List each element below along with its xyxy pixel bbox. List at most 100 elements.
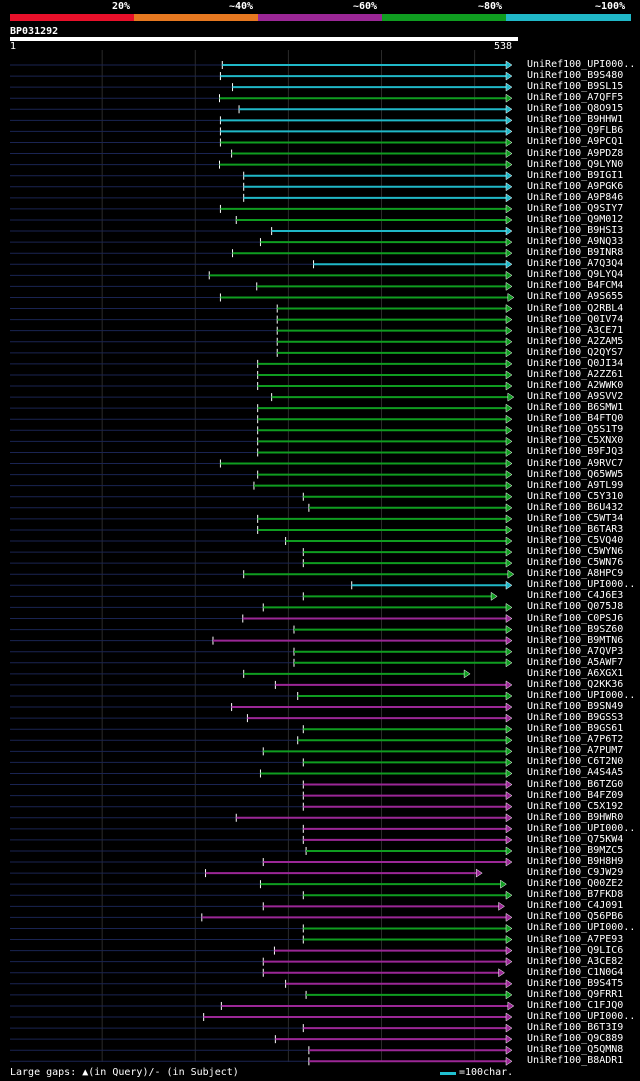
hit-label[interactable]: UniRef100_C5X192 <box>527 800 624 812</box>
hit-label[interactable]: UniRef100_B9HSI3 <box>527 225 624 237</box>
hit-label[interactable]: UniRef100_A9PCQ1 <box>527 136 624 148</box>
hit-label[interactable]: UniRef100_UPI000.. <box>527 1011 636 1023</box>
hit-end-arrow <box>505 536 513 546</box>
hit-label[interactable]: UniRef100_A2ZZ61 <box>527 368 624 380</box>
hit-label[interactable]: UniRef100_C6T2N0 <box>527 756 624 768</box>
hit-label[interactable]: UniRef100_B9IGI1 <box>527 169 624 181</box>
hit-label[interactable]: UniRef100_Q9LYQ4 <box>527 269 624 281</box>
hit-label[interactable]: UniRef100_C5WN76 <box>527 557 624 569</box>
hit-label[interactable]: UniRef100_Q075J8 <box>527 601 624 613</box>
hit-label[interactable]: UniRef100_C5VQ40 <box>527 535 624 546</box>
hit-label[interactable]: UniRef100_Q9FLB6 <box>527 125 624 137</box>
hit-label[interactable]: UniRef100_A9SVV2 <box>527 391 624 403</box>
hit-label[interactable]: UniRef100_B9HWR0 <box>527 811 624 823</box>
hit-label[interactable]: UniRef100_A9TL99 <box>527 479 624 491</box>
hit-label[interactable]: UniRef100_A9RVC7 <box>527 457 624 469</box>
hit-end-arrow <box>505 82 513 92</box>
hit-label[interactable]: UniRef100_A7Q3Q4 <box>527 258 624 270</box>
hit-label[interactable]: UniRef100_A6XGX1 <box>527 667 624 679</box>
hit-label[interactable]: UniRef100_C5WT34 <box>527 512 624 524</box>
hit-label[interactable]: UniRef100_A9PDZ8 <box>527 147 624 159</box>
hit-label[interactable]: UniRef100_B6U432 <box>527 501 624 513</box>
hit-label[interactable]: UniRef100_A4S4A5 <box>527 767 624 779</box>
hit-label[interactable]: UniRef100_B6SMW1 <box>527 402 624 414</box>
hit-label[interactable]: UniRef100_B8ADR1 <box>527 1055 624 1067</box>
hit-row <box>10 636 513 646</box>
hit-label[interactable]: UniRef100_UPI000.. <box>527 922 636 934</box>
hit-label[interactable]: UniRef100_C5XNX0 <box>527 435 624 447</box>
hit-label[interactable]: UniRef100_A9S655 <box>527 291 624 303</box>
hit-label[interactable]: UniRef100_UPI000.. <box>527 689 636 701</box>
hit-label[interactable]: UniRef100_A8HPC9 <box>527 568 624 580</box>
hit-label[interactable]: UniRef100_B9H8H9 <box>527 856 624 868</box>
hit-label[interactable]: UniRef100_B9FJQ3 <box>527 446 624 458</box>
hit-label[interactable]: UniRef100_B6TZG0 <box>527 778 624 790</box>
hit-label[interactable]: UniRef100_UPI000.. <box>527 822 636 834</box>
hit-row <box>10 359 513 369</box>
hit-label[interactable]: UniRef100_Q9M012 <box>527 213 624 225</box>
hit-label[interactable]: UniRef100_C5Y310 <box>527 490 624 502</box>
hit-label[interactable]: UniRef100_A5AWF7 <box>527 656 624 668</box>
hit-label[interactable]: UniRef100_Q2RBL4 <box>527 302 624 314</box>
hit-label[interactable]: UniRef100_Q00ZE2 <box>527 878 624 890</box>
hit-label[interactable]: UniRef100_Q8O915 <box>527 103 624 115</box>
hit-label[interactable]: UniRef100_B4FZ09 <box>527 789 624 801</box>
hit-label[interactable]: UniRef100_B9GS61 <box>527 723 624 735</box>
hit-label[interactable]: UniRef100_Q9C889 <box>527 1033 624 1045</box>
hit-label[interactable]: UniRef100_Q56PB6 <box>527 911 624 923</box>
hit-label[interactable]: UniRef100_A2ZAM5 <box>527 335 624 347</box>
hit-label[interactable]: UniRef100_A3CE71 <box>527 324 624 336</box>
hit-label[interactable]: UniRef100_C5WYN6 <box>527 546 624 558</box>
hit-label[interactable]: UniRef100_Q9LIC6 <box>527 944 624 956</box>
hit-row <box>10 470 513 480</box>
hit-label[interactable]: UniRef100_B9MTN6 <box>527 634 624 646</box>
hit-label[interactable]: UniRef100_B6TAR3 <box>527 523 624 535</box>
hit-label[interactable]: UniRef100_B9S4T5 <box>527 977 624 989</box>
hit-label[interactable]: UniRef100_A2WWK0 <box>527 380 624 392</box>
hit-label[interactable]: UniRef100_A7P6T2 <box>527 734 624 746</box>
hit-label[interactable]: UniRef100_C9JW29 <box>527 867 624 879</box>
hit-label[interactable]: UniRef100_Q9LYN0 <box>527 158 624 170</box>
hit-label[interactable]: UniRef100_B4FTQ0 <box>527 413 624 425</box>
hit-label[interactable]: UniRef100_UPI000.. <box>527 579 636 591</box>
hit-label[interactable]: UniRef100_B6T3I9 <box>527 1022 624 1034</box>
hit-label[interactable]: UniRef100_B9SN49 <box>527 701 624 713</box>
hit-label[interactable]: UniRef100_Q0IV74 <box>527 313 624 325</box>
hit-label[interactable]: UniRef100_Q9SIY7 <box>527 202 624 214</box>
hit-label[interactable]: UniRef100_C1FJQ0 <box>527 999 624 1011</box>
hit-label[interactable]: UniRef100_A3CE82 <box>527 955 624 967</box>
hit-label[interactable]: UniRef100_C4J091 <box>527 900 624 912</box>
gap-legend: Large gaps: ▲(in Query)/- (in Subject) <box>10 1067 239 1078</box>
hit-label[interactable]: UniRef100_Q2KK36 <box>527 678 624 690</box>
hit-label[interactable]: UniRef100_A9P846 <box>527 191 624 203</box>
hit-label[interactable]: UniRef100_C1N0G4 <box>527 966 624 978</box>
hit-label[interactable]: UniRef100_A9NQ33 <box>527 236 624 248</box>
hit-label[interactable]: UniRef100_Q2QYS7 <box>527 346 624 358</box>
hit-label[interactable]: UniRef100_Q5QMN8 <box>527 1044 624 1056</box>
hit-label[interactable]: UniRef100_Q75KW4 <box>527 833 624 845</box>
hit-label[interactable]: UniRef100_A7QVP3 <box>527 645 624 657</box>
hit-label[interactable]: UniRef100_A7PE93 <box>527 933 624 945</box>
hit-label[interactable]: UniRef100_Q65WW5 <box>527 468 624 480</box>
hit-end-arrow <box>505 503 513 513</box>
hit-row <box>10 846 513 856</box>
hit-label[interactable]: UniRef100_A7PUM7 <box>527 745 624 757</box>
hit-label[interactable]: UniRef100_B9INR8 <box>527 247 624 259</box>
hit-label[interactable]: UniRef100_B9HHW1 <box>527 114 624 126</box>
hit-label[interactable]: UniRef100_A9PGK6 <box>527 180 624 192</box>
hit-label[interactable]: UniRef100_B7FKD8 <box>527 889 624 901</box>
hit-label[interactable]: UniRef100_Q0JI34 <box>527 357 624 369</box>
hit-label[interactable]: UniRef100_B9MZC5 <box>527 844 624 856</box>
hit-label[interactable]: UniRef100_B9SL15 <box>527 81 624 93</box>
hit-label[interactable]: UniRef100_C0PSJ6 <box>527 612 624 624</box>
hit-label[interactable]: UniRef100_Q9FRR1 <box>527 988 624 1000</box>
hit-end-arrow <box>505 558 513 568</box>
hit-label[interactable]: UniRef100_B9S480 <box>527 70 624 82</box>
hit-label[interactable]: UniRef100_A7QFF5 <box>527 92 624 104</box>
hit-label[interactable]: UniRef100_C4J6E3 <box>527 590 624 602</box>
hit-label[interactable]: UniRef100_UPI000.. <box>527 59 636 70</box>
hit-label[interactable]: UniRef100_Q5S1T9 <box>527 424 624 436</box>
hit-label[interactable]: UniRef100_B4FCM4 <box>527 280 624 292</box>
hit-label[interactable]: UniRef100_B9GSS3 <box>527 712 624 724</box>
hit-label[interactable]: UniRef100_B9SZ60 <box>527 623 624 635</box>
